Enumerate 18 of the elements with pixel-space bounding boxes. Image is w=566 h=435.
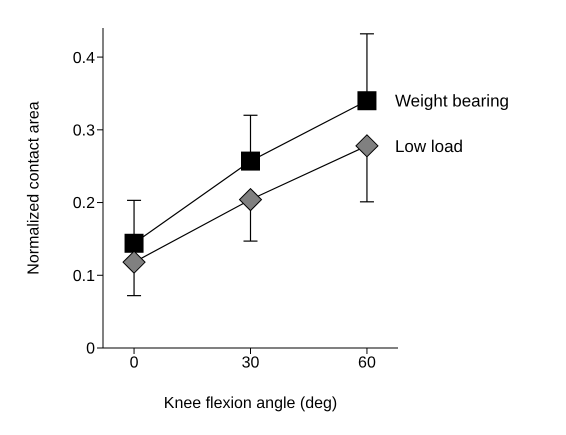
series-label: Weight bearing	[394, 92, 509, 111]
y-tick-label: 0.4	[72, 50, 96, 67]
point	[124, 234, 144, 253]
y-tick-label: 0.1	[72, 268, 96, 285]
point	[122, 250, 146, 274]
series-label: Low load	[394, 136, 464, 156]
x-axis-title: Knee flexion angle (deg)	[164, 395, 338, 412]
y-axis-title: Normalized contact area	[26, 101, 43, 275]
point	[241, 152, 260, 171]
point	[239, 188, 262, 212]
y-tick-label: 0.3	[72, 122, 96, 140]
x-tick-label: 60	[358, 354, 376, 372]
y-tick-label: 0.2	[72, 195, 96, 212]
y-tick-label: 0	[86, 340, 96, 358]
x-tick-label: 0	[130, 354, 139, 372]
x-tick-label: 30	[242, 354, 260, 372]
point	[355, 134, 378, 158]
point	[357, 91, 376, 110]
